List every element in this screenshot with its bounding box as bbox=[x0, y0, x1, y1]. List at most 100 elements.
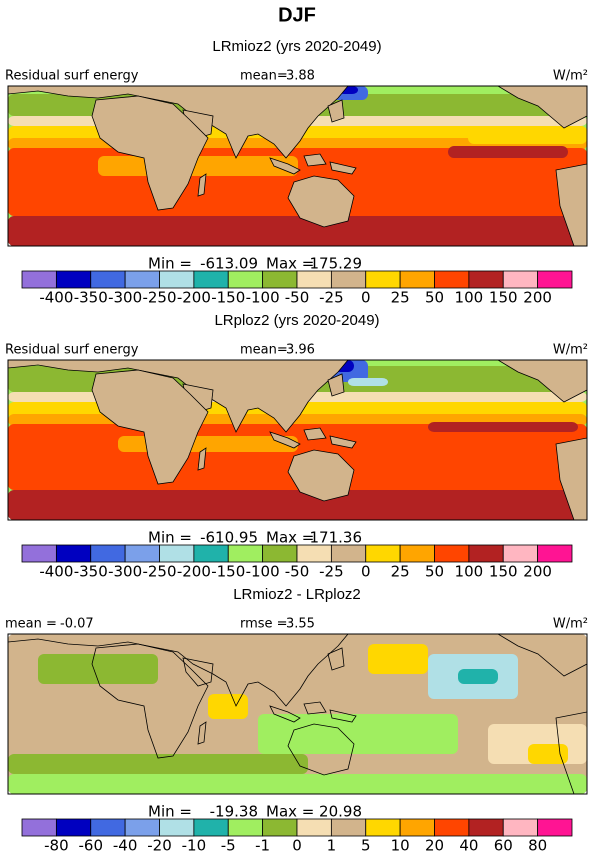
colorbar-tick-label: 200 bbox=[523, 563, 552, 581]
map bbox=[8, 634, 587, 794]
colorbar-box bbox=[399, 818, 435, 837]
colorbar-tick-label: -400 bbox=[39, 563, 73, 581]
colorbar-tick-label: -250 bbox=[142, 563, 176, 581]
map-field bbox=[258, 714, 458, 754]
colorbar-tick-label: -100 bbox=[246, 289, 280, 307]
max-label: Max = bbox=[266, 803, 314, 821]
colorbar-tick-label: -350 bbox=[74, 289, 108, 307]
colorbar-tick-label: 200 bbox=[523, 289, 552, 307]
colorbar-tick-label: 60 bbox=[494, 837, 513, 855]
colorbar-tick-label: -400 bbox=[39, 289, 73, 307]
colorbar-box bbox=[227, 270, 264, 289]
colorbar-box bbox=[434, 270, 470, 289]
colorbar-tick-label: 100 bbox=[455, 289, 484, 307]
colorbar-tick-label: -150 bbox=[211, 289, 245, 307]
panel-title: LRmioz2 - LRploz2 bbox=[233, 586, 361, 603]
colorbar-tick-label: 0 bbox=[361, 289, 371, 307]
colorbar-box bbox=[296, 544, 332, 563]
colorbar-box bbox=[21, 270, 57, 289]
map-field bbox=[8, 490, 587, 520]
map-field bbox=[8, 754, 308, 774]
map-field bbox=[348, 378, 388, 386]
colorbar-box bbox=[330, 818, 367, 837]
colorbar-box bbox=[262, 270, 298, 289]
colorbar-box bbox=[399, 270, 435, 289]
colorbar-tick-label: -300 bbox=[108, 563, 142, 581]
colorbar-tick-label: -5 bbox=[221, 837, 236, 855]
map-field bbox=[528, 744, 568, 764]
header-left-label: mean = bbox=[5, 617, 57, 632]
colorbar-box bbox=[537, 818, 573, 837]
header-center-value: 3.96 bbox=[286, 343, 315, 358]
colorbar-tick-label: -80 bbox=[44, 837, 69, 855]
colorbar-tick-label: 0 bbox=[361, 563, 371, 581]
colorbar-box bbox=[55, 818, 92, 837]
panel-title: LRploz2 (yrs 2020-2049) bbox=[214, 312, 379, 329]
colorbar-box bbox=[365, 818, 401, 837]
colorbar-box bbox=[434, 544, 470, 563]
colorbar-box bbox=[365, 544, 401, 563]
colorbar-tick-label: -40 bbox=[113, 837, 138, 855]
colorbar-box bbox=[296, 818, 332, 837]
units: W/m² bbox=[553, 617, 588, 632]
colorbar-box bbox=[159, 544, 195, 563]
min-label: Min = bbox=[148, 529, 192, 547]
colorbar-box bbox=[193, 818, 229, 837]
colorbar-box bbox=[537, 544, 573, 563]
colorbar-tick-label: -150 bbox=[211, 563, 245, 581]
colorbar-box bbox=[193, 270, 229, 289]
colorbar-box bbox=[124, 818, 160, 837]
map-field bbox=[428, 422, 578, 432]
colorbar-tick-label: 80 bbox=[528, 837, 547, 855]
colorbar-box bbox=[468, 818, 504, 837]
colorbar-box bbox=[90, 544, 126, 563]
colorbar-tick-label: 5 bbox=[361, 837, 371, 855]
colorbar-box bbox=[21, 544, 57, 563]
colorbar-tick-label: -20 bbox=[147, 837, 172, 855]
colorbar-box bbox=[365, 270, 401, 289]
colorbar-tick-label: 50 bbox=[425, 289, 444, 307]
colorbar-box bbox=[227, 544, 264, 563]
max-value: 20.98 bbox=[319, 803, 362, 821]
map-field bbox=[468, 126, 587, 144]
colorbar-box bbox=[399, 544, 435, 563]
map-field bbox=[458, 669, 498, 684]
colorbar-box bbox=[434, 818, 470, 837]
min-label: Min = bbox=[148, 803, 192, 821]
header-left-label: Residual surf energy bbox=[5, 69, 139, 84]
colorbar-box bbox=[55, 544, 92, 563]
colorbar-box bbox=[124, 544, 160, 563]
header-center-value: 3.55 bbox=[286, 617, 315, 632]
colorbar-box bbox=[90, 818, 126, 837]
colorbar-box bbox=[159, 818, 195, 837]
max-value: 171.36 bbox=[310, 529, 363, 547]
colorbar-tick-label: 0 bbox=[292, 837, 302, 855]
colorbar-tick-label: -200 bbox=[177, 289, 211, 307]
header-center-label: mean= bbox=[240, 343, 288, 358]
max-label: Max = bbox=[266, 529, 314, 547]
colorbar-box bbox=[90, 270, 126, 289]
colorbar-box bbox=[227, 818, 264, 837]
min-label: Min = bbox=[148, 255, 192, 273]
colorbar-tick-label: -300 bbox=[108, 289, 142, 307]
map bbox=[8, 360, 587, 520]
header-center-label: rmse = bbox=[240, 617, 288, 632]
colorbar-tick-label: -60 bbox=[79, 837, 104, 855]
colorbar-tick-label: -25 bbox=[319, 289, 344, 307]
header-center-label: mean= bbox=[240, 69, 288, 84]
colorbar-box bbox=[55, 270, 92, 289]
min-value: -610.95 bbox=[200, 529, 258, 547]
colorbar-box bbox=[537, 270, 573, 289]
min-value: -613.09 bbox=[200, 255, 258, 273]
colorbar-box bbox=[330, 270, 367, 289]
colorbar-tick-label: -250 bbox=[142, 289, 176, 307]
colorbar-tick-label: 40 bbox=[459, 837, 478, 855]
colorbar-box bbox=[502, 544, 539, 563]
map-frame bbox=[7, 633, 588, 795]
colorbar-tick-label: -25 bbox=[319, 563, 344, 581]
colorbar-tick-label: 20 bbox=[425, 837, 444, 855]
colorbar-box bbox=[124, 270, 160, 289]
map-frame bbox=[7, 85, 588, 247]
colorbar-tick-label: -100 bbox=[246, 563, 280, 581]
